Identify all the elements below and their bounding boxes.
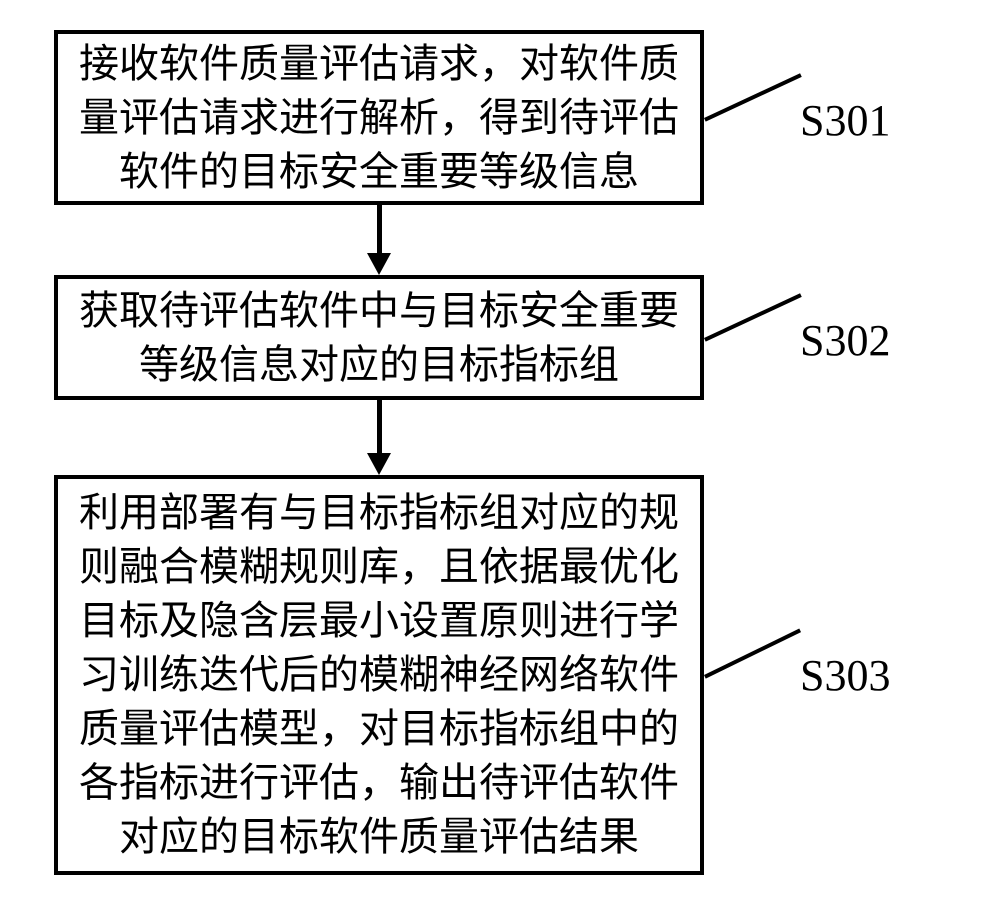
flow-node-s302: 获取待评估软件中与目标安全重要 等级信息对应的目标指标组 (54, 275, 704, 400)
step-label-s301: S301 (800, 95, 890, 146)
arrow-line (377, 400, 382, 453)
flowchart-canvas: 接收软件质量评估请求，对软件质 量评估请求进行解析，得到待评估 软件的目标安全重… (0, 0, 1000, 919)
label-connector (704, 293, 802, 341)
label-connector (704, 73, 802, 121)
flow-node-text: 获取待评估软件中与目标安全重要 等级信息对应的目标指标组 (79, 284, 679, 392)
flow-node-s303: 利用部署有与目标指标组对应的规 则融合模糊规则库，且依据最优化 目标及隐含层最小… (54, 475, 704, 875)
step-label-s303: S303 (800, 650, 890, 701)
flow-node-s301: 接收软件质量评估请求，对软件质 量评估请求进行解析，得到待评估 软件的目标安全重… (54, 30, 704, 205)
arrow-line (377, 205, 382, 253)
arrow-head-icon (367, 453, 391, 475)
flow-node-text: 利用部署有与目标指标组对应的规 则融合模糊规则库，且依据最优化 目标及隐含层最小… (79, 486, 679, 864)
label-connector (704, 629, 801, 679)
step-label-s302: S302 (800, 315, 890, 366)
flow-node-text: 接收软件质量评估请求，对软件质 量评估请求进行解析，得到待评估 软件的目标安全重… (79, 37, 679, 199)
arrow-head-icon (367, 253, 391, 275)
